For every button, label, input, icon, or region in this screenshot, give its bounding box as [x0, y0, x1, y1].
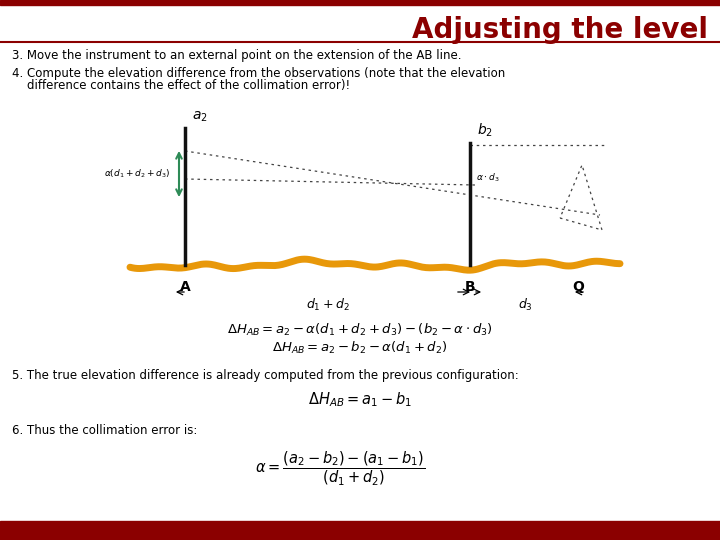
- Text: $\Delta H_{AB} = a_2 - b_2 - \alpha(d_1 + d_2)$: $\Delta H_{AB} = a_2 - b_2 - \alpha(d_1 …: [272, 340, 448, 356]
- Text: $d_3$: $d_3$: [518, 297, 532, 313]
- Text: 3. Move the instrument to an external point on the extension of the AB line.: 3. Move the instrument to an external po…: [12, 50, 462, 63]
- Text: 6. Thus the collimation error is:: 6. Thus the collimation error is:: [12, 423, 197, 436]
- Text: Adjusting the level: Adjusting the level: [412, 16, 708, 44]
- Text: $\Delta H_{AB} = a_2 - \alpha(d_1 + d_2 + d_3) - (b_2 - \alpha \cdot d_3)$: $\Delta H_{AB} = a_2 - \alpha(d_1 + d_2 …: [227, 322, 493, 338]
- Bar: [0, 0, 720, 5]
- Text: 5. The true elevation difference is already computed from the previous configura: 5. The true elevation difference is alre…: [12, 368, 518, 381]
- Text: $d_1+d_2$: $d_1+d_2$: [305, 297, 349, 313]
- Text: $a_2$: $a_2$: [192, 110, 208, 124]
- Text: Q: Q: [572, 280, 584, 294]
- Text: Sz. Rózsa: Surveying I. – Lecture 1: Sz. Rózsa: Surveying I. – Lecture 1: [527, 526, 706, 537]
- Text: $b_2$: $b_2$: [477, 122, 493, 139]
- Text: $\alpha = \dfrac{(a_2 - b_2) - (a_1 - b_1)}{(d_1 + d_2)}$: $\alpha = \dfrac{(a_2 - b_2) - (a_1 - b_…: [255, 449, 426, 487]
- Text: $\Delta H_{AB} = a_1 - b_1$: $\Delta H_{AB} = a_1 - b_1$: [308, 390, 412, 409]
- Text: B: B: [464, 280, 475, 294]
- Bar: [0, 521, 720, 540]
- Text: A: A: [179, 280, 190, 294]
- Text: 4. Compute the elevation difference from the observations (note that the elevati: 4. Compute the elevation difference from…: [12, 66, 505, 79]
- Text: $\alpha \cdot d_3$: $\alpha \cdot d_3$: [476, 172, 500, 184]
- Text: $\alpha(d_1+d_2+d_3)$: $\alpha(d_1+d_2+d_3)$: [104, 168, 170, 180]
- Text: difference contains the effect of the collimation error)!: difference contains the effect of the co…: [12, 79, 350, 92]
